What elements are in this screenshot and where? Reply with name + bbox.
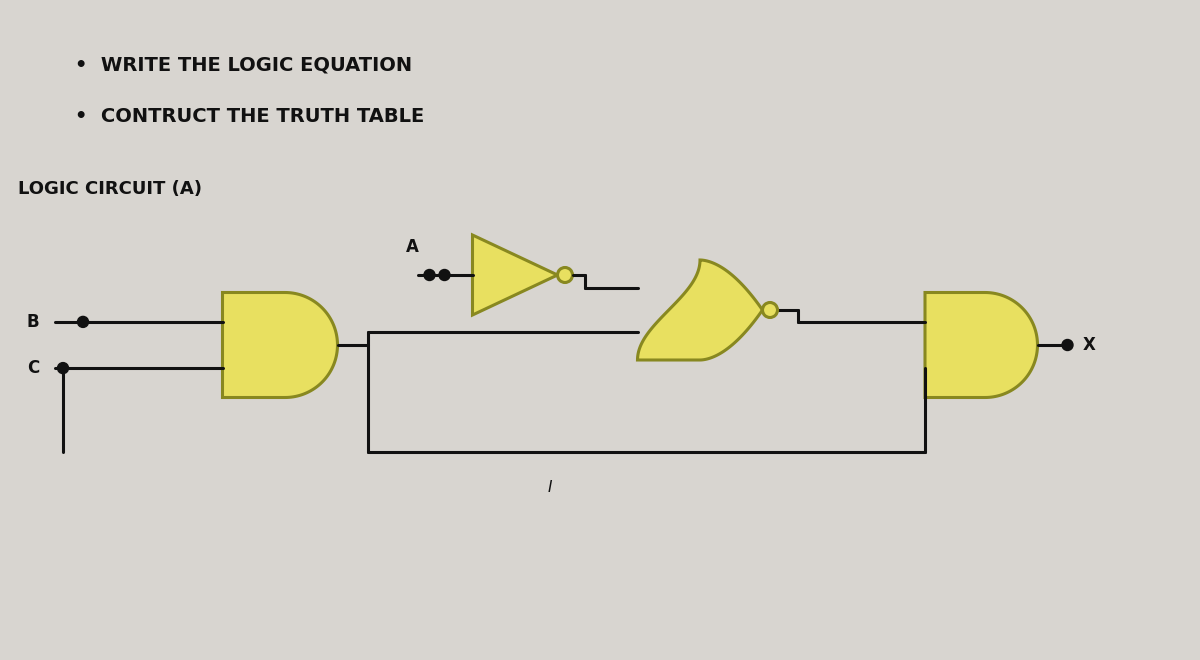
Polygon shape: [925, 292, 1038, 397]
Polygon shape: [473, 235, 558, 315]
Circle shape: [58, 362, 68, 374]
Circle shape: [1062, 339, 1073, 350]
Text: •  CONTRUCT THE TRUTH TABLE: • CONTRUCT THE TRUTH TABLE: [74, 107, 425, 126]
Circle shape: [424, 269, 436, 280]
Polygon shape: [637, 260, 762, 360]
Circle shape: [78, 316, 89, 327]
Text: I: I: [547, 480, 552, 495]
Text: C: C: [26, 359, 40, 377]
Text: X: X: [1082, 336, 1096, 354]
Circle shape: [439, 269, 450, 280]
Circle shape: [762, 302, 778, 317]
Text: LOGIC CIRCUIT (A): LOGIC CIRCUIT (A): [18, 180, 202, 198]
Polygon shape: [222, 292, 337, 397]
Text: A: A: [406, 238, 419, 256]
Text: B: B: [26, 313, 40, 331]
Circle shape: [558, 267, 572, 282]
Text: •  WRITE THE LOGIC EQUATION: • WRITE THE LOGIC EQUATION: [74, 55, 412, 74]
